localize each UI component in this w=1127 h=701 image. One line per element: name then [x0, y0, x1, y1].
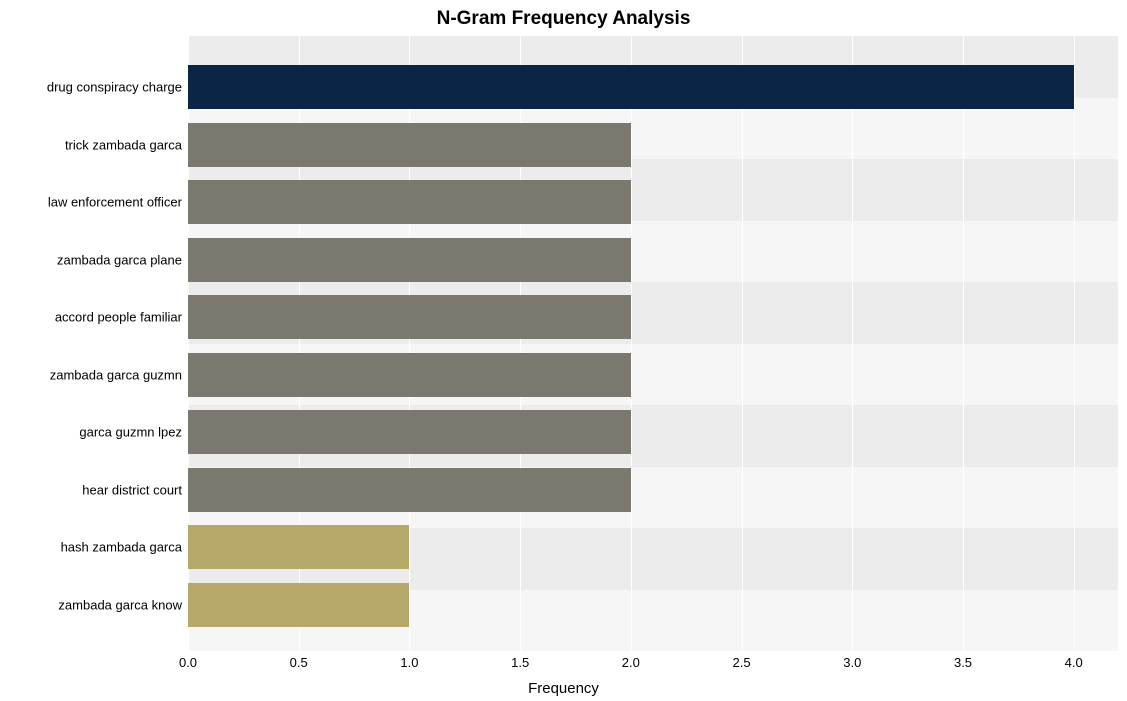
bar: [188, 410, 631, 454]
x-tick-label: 0.5: [290, 655, 308, 670]
y-tick-label: garca guzmn lpez: [0, 425, 182, 440]
y-tick-label: accord people familiar: [0, 310, 182, 325]
y-tick-label: hash zambada garca: [0, 540, 182, 555]
bar: [188, 123, 631, 167]
ngram-chart: N-Gram Frequency Analysis drug conspirac…: [0, 0, 1127, 701]
y-tick-label: drug conspiracy charge: [0, 80, 182, 95]
grid-line: [1074, 36, 1075, 651]
y-tick-label: zambada garca guzmn: [0, 367, 182, 382]
bar: [188, 295, 631, 339]
x-axis-title: Frequency: [0, 680, 1127, 697]
x-tick-label: 4.0: [1065, 655, 1083, 670]
x-tick-label: 1.5: [511, 655, 529, 670]
y-tick-label: zambada garca know: [0, 597, 182, 612]
bar: [188, 180, 631, 224]
bar: [188, 468, 631, 512]
x-tick-label: 0.0: [179, 655, 197, 670]
bar: [188, 583, 409, 627]
x-tick-label: 3.5: [954, 655, 972, 670]
y-tick-label: trick zambada garca: [0, 137, 182, 152]
y-tick-label: law enforcement officer: [0, 195, 182, 210]
x-tick-label: 2.5: [733, 655, 751, 670]
x-axis-labels: 0.00.51.01.52.02.53.03.54.0: [188, 651, 1118, 671]
x-tick-label: 3.0: [843, 655, 861, 670]
bar: [188, 353, 631, 397]
bar: [188, 65, 1074, 109]
y-tick-label: zambada garca plane: [0, 252, 182, 267]
grid-line: [742, 36, 743, 651]
x-tick-label: 2.0: [622, 655, 640, 670]
grid-line: [631, 36, 632, 651]
grid-line: [852, 36, 853, 651]
bar: [188, 238, 631, 282]
y-tick-label: hear district court: [0, 482, 182, 497]
chart-title: N-Gram Frequency Analysis: [0, 8, 1127, 30]
x-tick-label: 1.0: [400, 655, 418, 670]
grid-line: [963, 36, 964, 651]
plot-area: [188, 36, 1118, 651]
bar: [188, 525, 409, 569]
